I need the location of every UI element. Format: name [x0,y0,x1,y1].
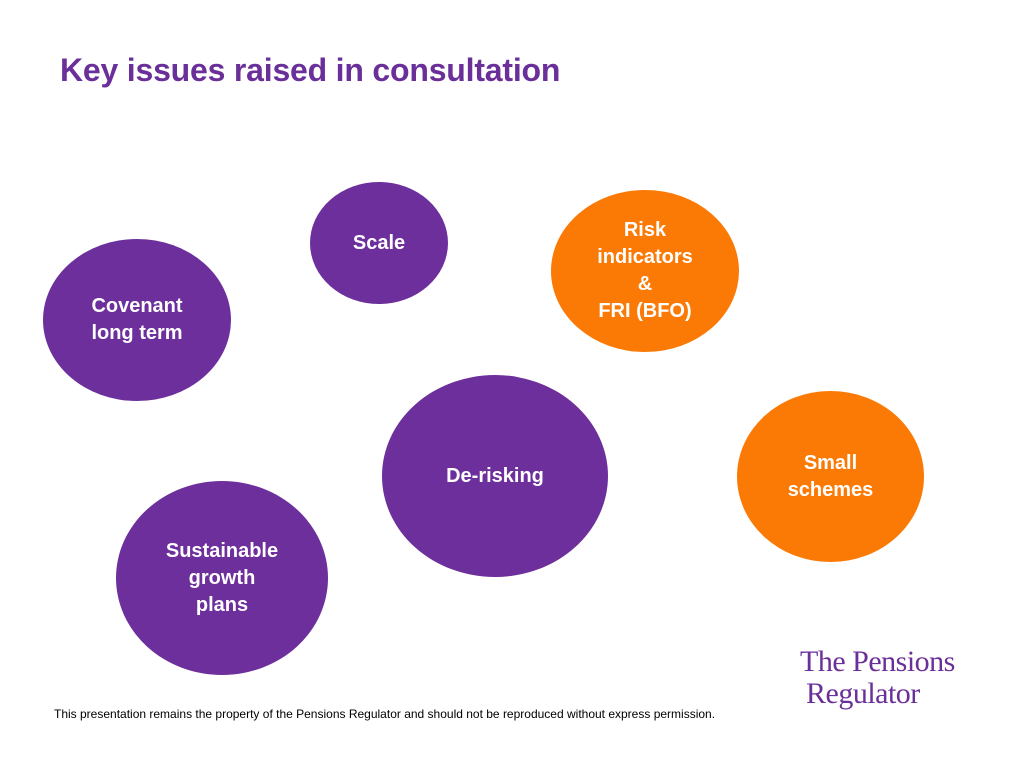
copyright-footer: This presentation remains the property o… [54,707,716,721]
bubble-scale: Scale [310,182,448,304]
bubble-sustainable-growth-plans: Sustainable growth plans [116,481,328,675]
bubble-risk-indicators: Risk indicators & FRI (BFO) [551,190,739,352]
bubble-small-schemes: Small schemes [737,391,924,562]
logo-line-1: The Pensions [800,645,955,678]
slide-title: Key issues raised in consultation [60,52,561,88]
bubble-de-risking: De-risking [382,375,608,577]
pensions-regulator-logo: The Pensions Regulator [800,646,955,710]
logo-line-2: Regulator [806,677,920,710]
bubble-covenant-long-term: Covenant long term [43,239,231,401]
